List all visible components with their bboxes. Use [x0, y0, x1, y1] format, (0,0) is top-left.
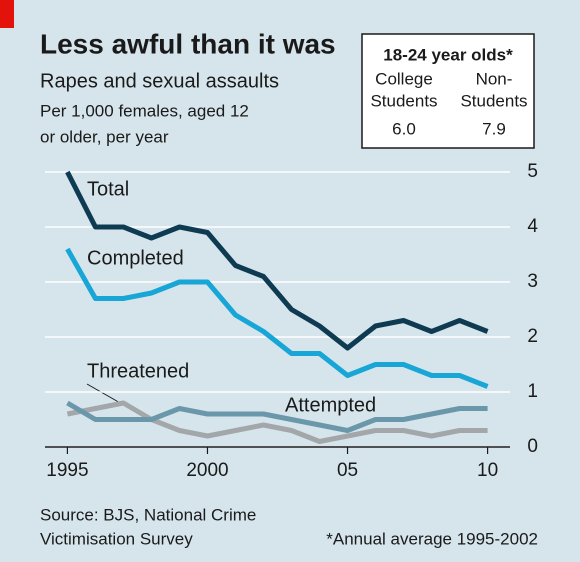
inset-column: Students [460, 91, 527, 110]
description: or older, per year [40, 127, 169, 146]
source: Victimisation Survey [40, 529, 193, 548]
inset-column: Students [370, 91, 437, 110]
series-line [65, 247, 489, 389]
series-label: Total [87, 178, 129, 200]
x-tick-label: 1995 [46, 460, 88, 481]
x-tick-label: 10 [477, 460, 498, 481]
inset-column: Non- [476, 69, 513, 88]
series-line [66, 400, 488, 433]
chart-title: Less awful than it was [40, 28, 336, 59]
y-tick-label: 2 [527, 326, 538, 347]
series-label: Attempted [285, 394, 376, 416]
inset-value: 7.9 [482, 119, 506, 138]
subtitle: Rapes and sexual assaults [40, 70, 279, 92]
source: Source: BJS, National Crime [40, 505, 256, 524]
y-tick-label: 0 [527, 436, 538, 457]
series-line [65, 170, 489, 351]
leader-line [86, 383, 123, 405]
series-label: Completed [87, 247, 184, 269]
series-line [66, 400, 488, 444]
y-tick-label: 5 [527, 161, 538, 182]
y-tick-label: 4 [527, 216, 538, 237]
x-tick-label: 05 [337, 460, 358, 481]
inset-value: 6.0 [392, 119, 416, 138]
x-tick-label: 2000 [186, 460, 228, 481]
inset-box [361, 33, 535, 149]
y-tick-label: 3 [527, 271, 538, 292]
y-tick-label: 1 [527, 381, 538, 402]
series-label: Threatened [87, 360, 189, 382]
red-tag [0, 0, 14, 28]
inset-title: 18-24 year olds* [383, 45, 513, 64]
description: Per 1,000 females, aged 12 [40, 101, 249, 120]
inset-column: College [375, 69, 433, 88]
footnote: *Annual average 1995-2002 [326, 529, 538, 548]
